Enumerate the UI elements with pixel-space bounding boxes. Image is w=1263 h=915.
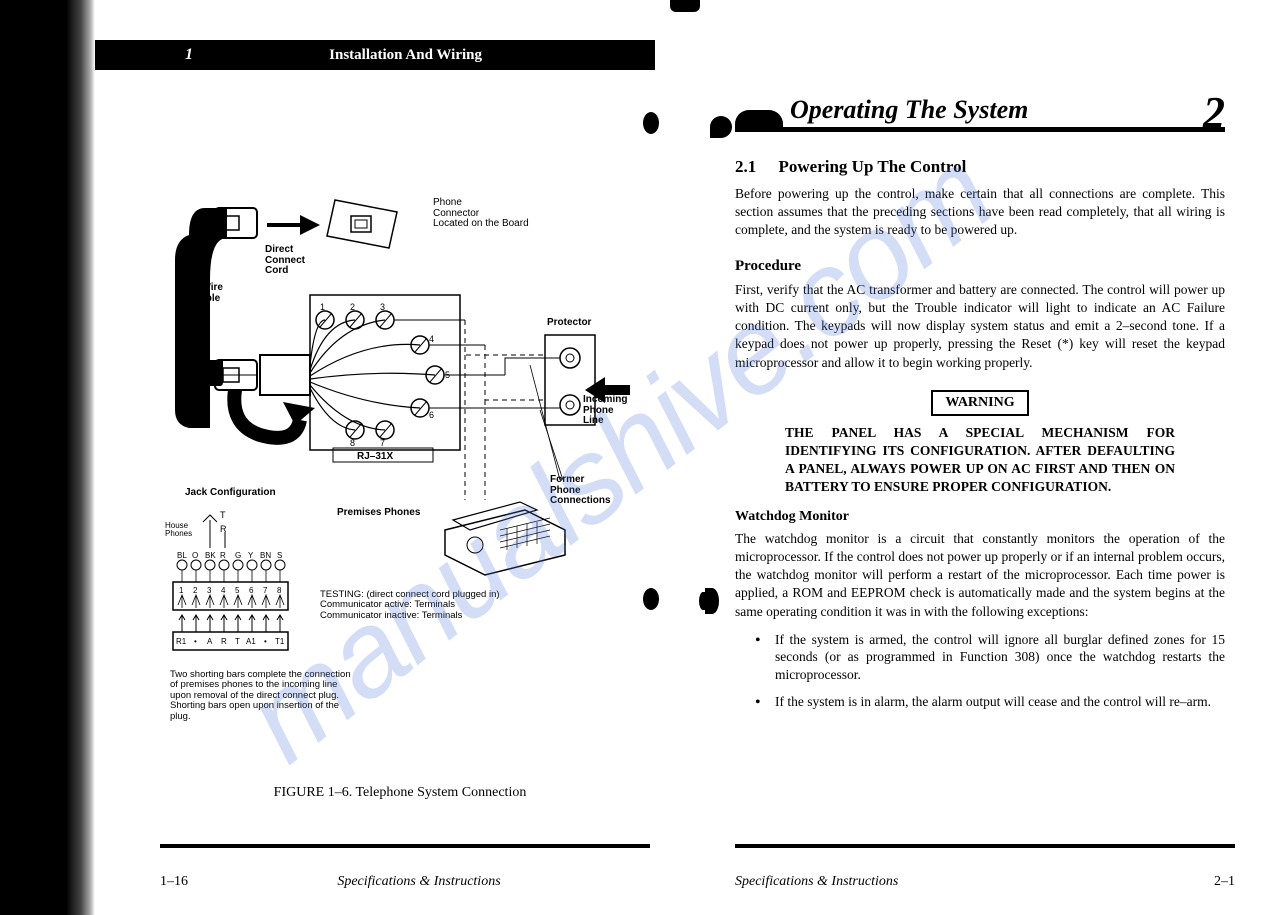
diagram-label-protector: Protector <box>547 318 591 329</box>
svg-text:7: 7 <box>380 438 385 448</box>
svg-text:T: T <box>235 637 240 646</box>
svg-text:1: 1 <box>179 586 184 595</box>
svg-text:R: R <box>220 524 227 534</box>
diagram-label-incoming: IncomingPhoneLine <box>583 395 627 427</box>
svg-text:3: 3 <box>207 586 212 595</box>
chapter-number: 2 <box>1203 95 1225 130</box>
svg-text:4: 4 <box>429 334 434 344</box>
chapter-tab <box>735 110 783 132</box>
left-footer-page: 1–16 <box>160 874 188 890</box>
svg-text:RJ–31X: RJ–31X <box>357 451 393 462</box>
svg-text:•: • <box>194 637 197 646</box>
svg-text:T: T <box>220 510 226 520</box>
intro-paragraph: Before powering up the control, make cer… <box>735 185 1225 240</box>
svg-text:BN: BN <box>260 551 271 560</box>
right-footer: 2–1 Specifications & Instructions <box>735 874 1235 890</box>
diagram-label-premises: Premises Phones <box>337 508 420 519</box>
svg-text:BK: BK <box>205 551 216 560</box>
diagram-testing-text: TESTING: (direct connect cord plugged in… <box>320 590 520 621</box>
svg-text:5: 5 <box>235 586 240 595</box>
svg-text:G: G <box>235 551 241 560</box>
svg-text:R1: R1 <box>176 637 187 646</box>
svg-text:O: O <box>192 551 198 560</box>
section-title: Powering Up The Control <box>779 157 967 176</box>
svg-text:Y: Y <box>248 551 254 560</box>
warning-container: WARNING <box>735 382 1225 424</box>
section-number: 2.1 <box>735 157 756 176</box>
svg-text:BL: BL <box>177 551 187 560</box>
svg-text:7: 7 <box>263 586 268 595</box>
watchdog-heading: Watchdog Monitor <box>735 509 1225 525</box>
svg-text:R: R <box>220 551 226 560</box>
chapter-title: Operating The System <box>790 95 1028 125</box>
svg-text:•: • <box>264 637 267 646</box>
right-footer-page: 2–1 <box>1214 874 1235 890</box>
scan-binding-edge <box>0 0 95 915</box>
svg-text:2: 2 <box>193 586 198 595</box>
svg-text:A1: A1 <box>246 637 256 646</box>
diagram-note-text: Two shorting bars complete the connectio… <box>170 670 360 722</box>
svg-text:8: 8 <box>277 586 282 595</box>
svg-text:2: 2 <box>350 302 355 312</box>
svg-text:6: 6 <box>249 586 254 595</box>
right-page: 2 Operating The System 2.1 Powering Up T… <box>695 0 1255 915</box>
exception-list: If the system is armed, the control will… <box>735 631 1225 711</box>
svg-text:A: A <box>207 637 213 646</box>
svg-text:6: 6 <box>429 410 434 420</box>
svg-text:8: 8 <box>350 438 355 448</box>
figure-caption: FIGURE 1–6. Telephone System Connection <box>165 785 635 801</box>
diagram-label-house-phones: HousePhones <box>165 522 192 539</box>
svg-text:R: R <box>221 637 227 646</box>
exception-item-2: If the system is in alarm, the alarm out… <box>775 693 1225 711</box>
right-footer-rule <box>735 844 1235 848</box>
procedure-paragraph: First, verify that the AC transformer an… <box>735 281 1225 372</box>
left-footer-label: Specifications & Instructions <box>160 874 650 890</box>
procedure-heading: Procedure <box>735 258 1225 275</box>
svg-text:3: 3 <box>380 302 385 312</box>
right-footer-label: Specifications & Instructions <box>735 874 898 890</box>
left-page-header: 1 Installation And Wiring <box>95 40 655 70</box>
chapter-header: 2 Operating The System <box>735 95 1225 132</box>
header-title: Installation And Wiring <box>329 47 482 64</box>
diagram-label-former: FormerPhoneConnections <box>550 475 611 507</box>
section-heading: 2.1 Powering Up The Control <box>735 157 1225 177</box>
diagram-label-phone-connector: PhoneConnectorLocated on the Board <box>433 198 529 230</box>
exception-item-1: If the system is armed, the control will… <box>775 631 1225 684</box>
header-page-number: 1 <box>185 46 193 64</box>
svg-text:T1: T1 <box>275 637 285 646</box>
watchdog-paragraph: The watchdog monitor is a circuit that c… <box>735 530 1225 621</box>
svg-text:1: 1 <box>320 302 325 312</box>
telephone-diagram: 1 2 3 4 5 6 7 8 RJ–31X <box>165 190 645 770</box>
diagram-label-8wire: 8 WireCable <box>193 283 223 304</box>
chapter-rule <box>735 127 1225 132</box>
left-footer-rule <box>160 844 650 848</box>
svg-text:4: 4 <box>221 586 226 595</box>
diagram-label-direct-connect: DirectConnectCord <box>265 245 305 277</box>
svg-text:S: S <box>277 551 282 560</box>
diagram-label-jack-config: Jack Configuration <box>185 488 276 499</box>
left-footer: 1–16 Specifications & Instructions <box>160 874 650 890</box>
left-page: 1 Installation And Wiring <box>95 0 655 915</box>
warning-body: THE PANEL HAS A SPECIAL MECHANISM FOR ID… <box>735 424 1225 497</box>
warning-label: WARNING <box>931 390 1028 416</box>
